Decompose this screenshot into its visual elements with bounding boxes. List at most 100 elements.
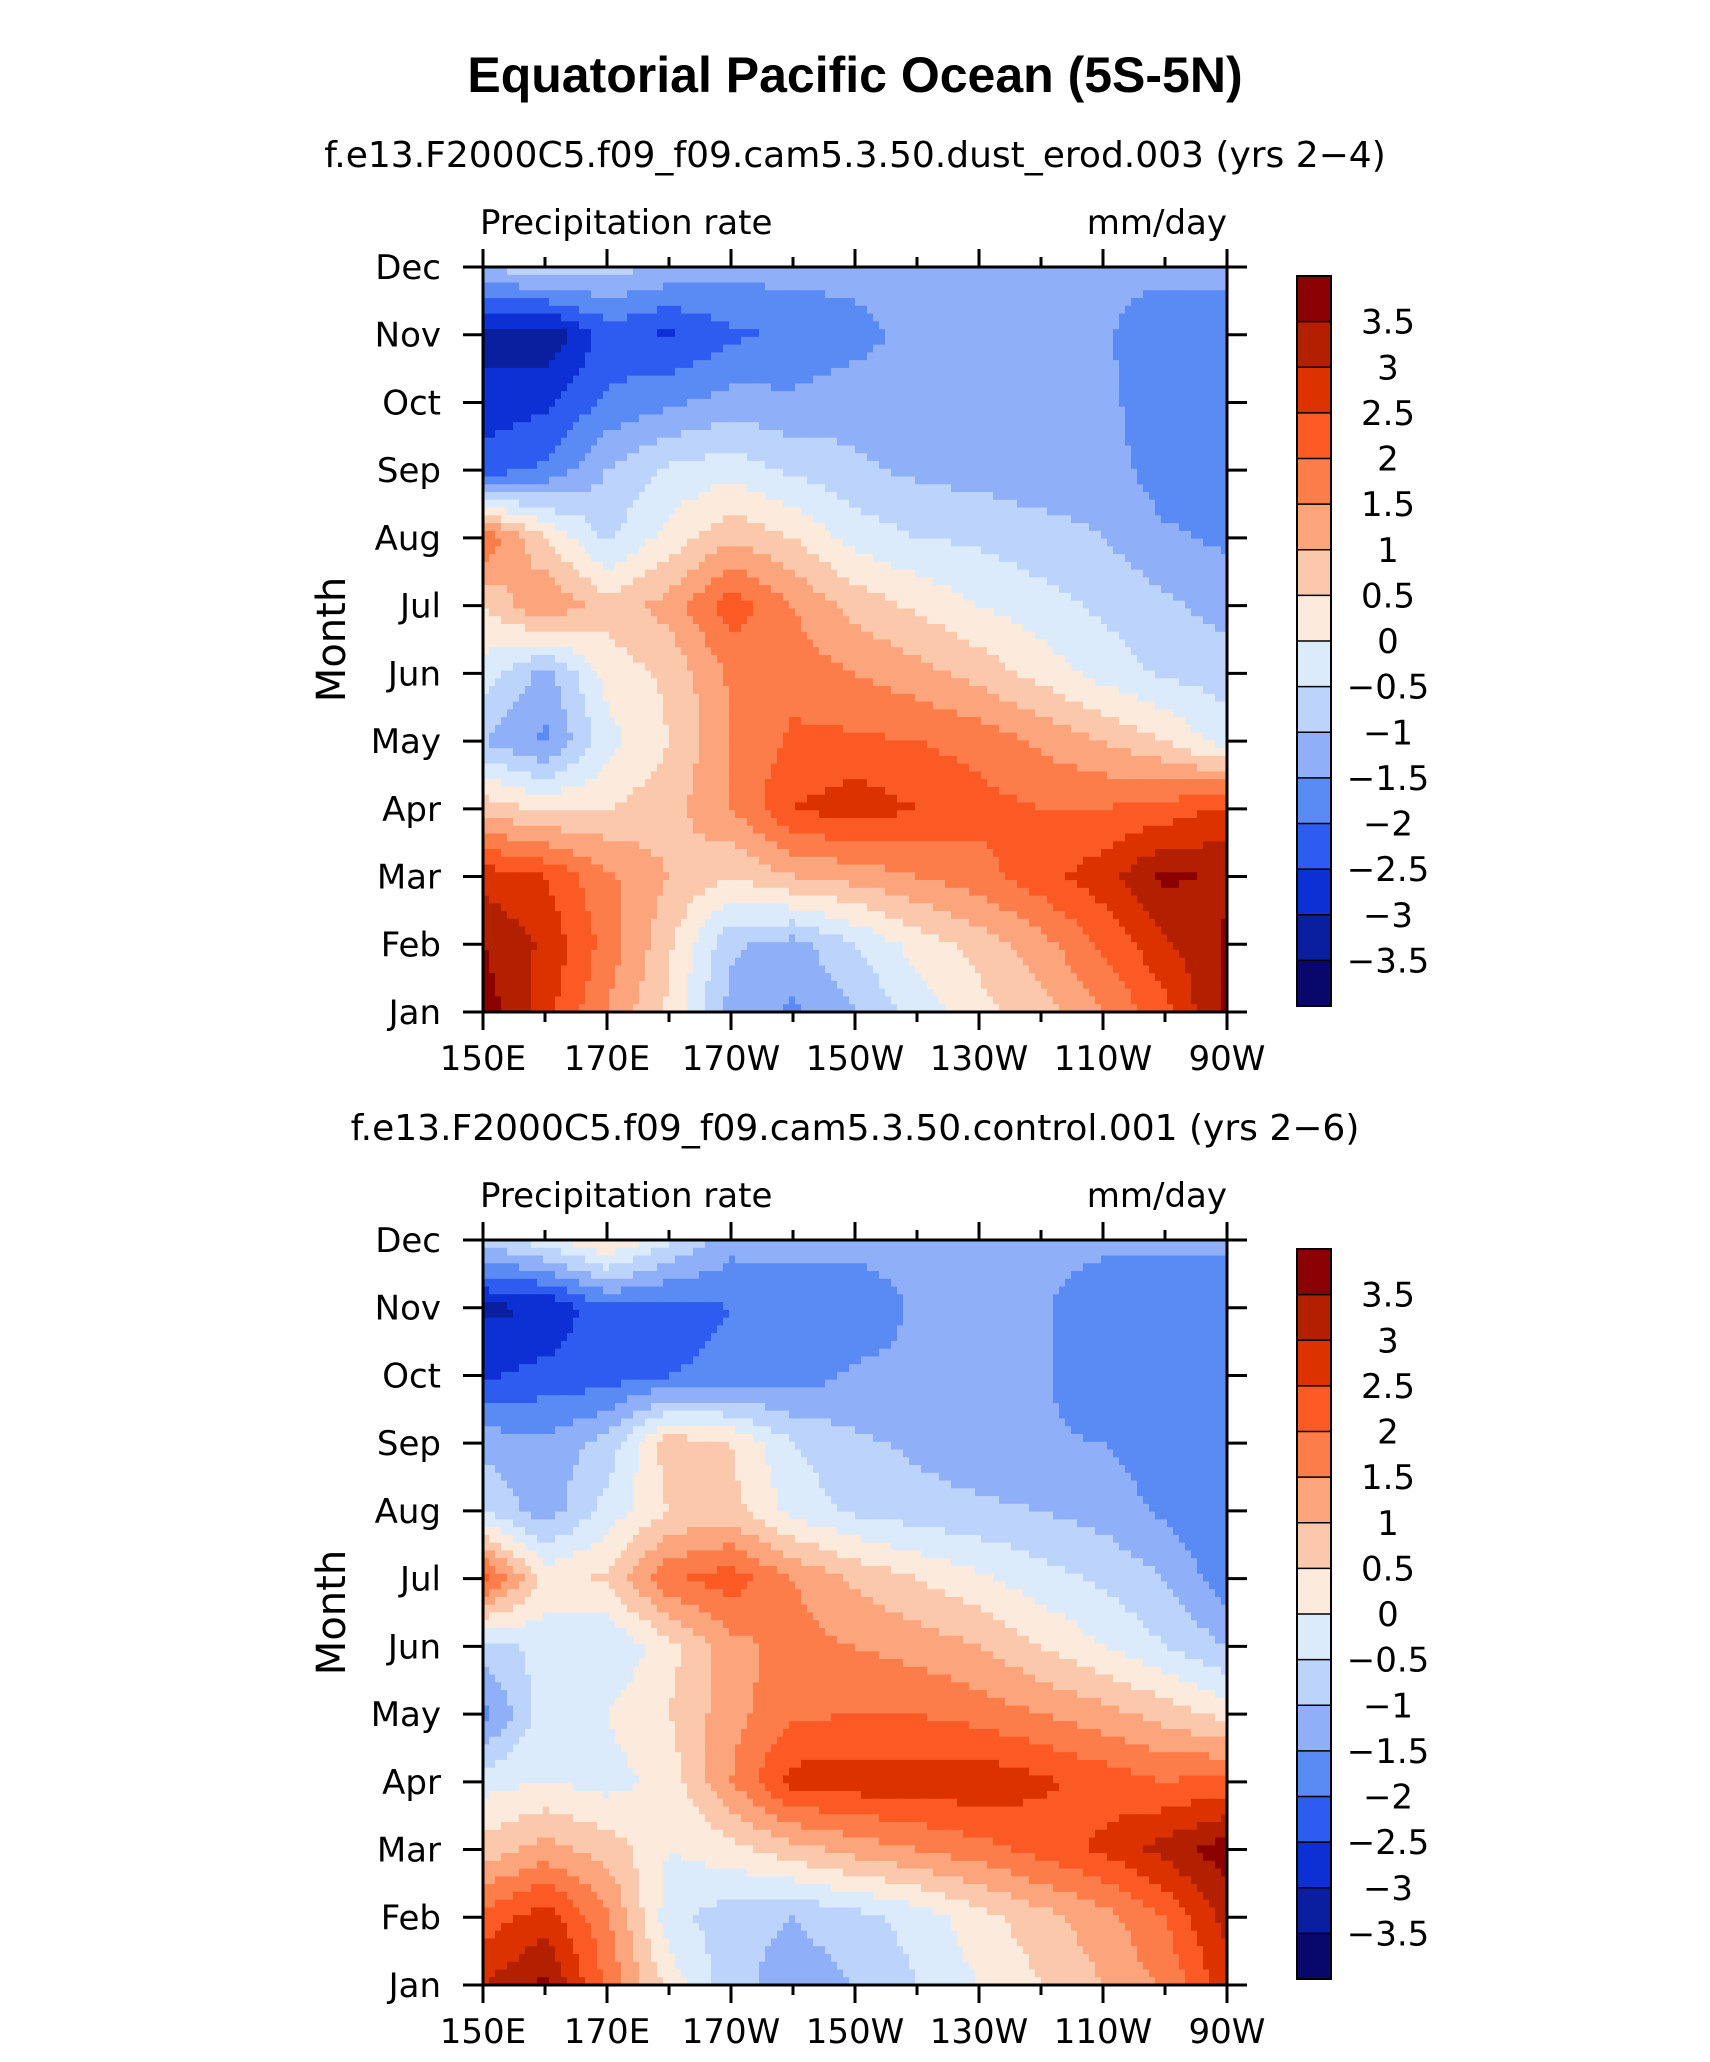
- heatmap-cell: [699, 430, 706, 438]
- heatmap-cell: [549, 539, 556, 547]
- heatmap-cell: [669, 391, 676, 399]
- heatmap-cell: [939, 438, 946, 446]
- heatmap-cell: [927, 376, 934, 384]
- heatmap-cell: [1005, 368, 1012, 376]
- heatmap-cell: [1203, 554, 1210, 562]
- heatmap-cell: [1071, 306, 1078, 314]
- heatmap-cell: [1173, 492, 1180, 500]
- heatmap-cell: [621, 554, 628, 562]
- heatmap-cell: [723, 484, 730, 492]
- heatmap-cell: [975, 414, 982, 422]
- heatmap-cell: [1143, 508, 1150, 516]
- heatmap-cell: [615, 422, 622, 430]
- heatmap-cell: [1143, 500, 1150, 508]
- heatmap-cell: [807, 515, 814, 523]
- heatmap-cell: [633, 562, 640, 570]
- heatmap-cell: [1191, 554, 1198, 562]
- heatmap-cell: [531, 275, 538, 283]
- heatmap-cell: [849, 275, 856, 283]
- heatmap-cell: [651, 399, 658, 407]
- heatmap-cell: [993, 314, 1000, 322]
- heatmap-cell: [1137, 546, 1144, 554]
- heatmap-cell: [1173, 298, 1180, 306]
- heatmap-cell: [1083, 376, 1090, 384]
- heatmap-cell: [1089, 430, 1096, 438]
- heatmap-cell: [693, 376, 700, 384]
- heatmap-cell: [627, 306, 634, 314]
- heatmap-cell: [723, 275, 730, 283]
- heatmap-cell: [933, 329, 940, 337]
- heatmap-cell: [681, 314, 688, 322]
- heatmap-cell: [531, 469, 538, 477]
- heatmap-cell: [639, 329, 646, 337]
- heatmap-cell: [1011, 445, 1018, 453]
- heatmap-cell: [645, 492, 652, 500]
- heatmap-cell: [1095, 407, 1102, 415]
- heatmap-cell: [981, 453, 988, 461]
- heatmap-cell: [969, 422, 976, 430]
- heatmap-cell: [903, 422, 910, 430]
- heatmap-cell: [1191, 508, 1198, 516]
- heatmap-cell: [981, 352, 988, 360]
- heatmap-cell: [837, 407, 844, 415]
- heatmap-cell: [759, 345, 766, 353]
- heatmap-cell: [615, 438, 622, 446]
- heatmap-cell: [633, 469, 640, 477]
- heatmap-cell: [1005, 461, 1012, 469]
- heatmap-cell: [741, 360, 748, 368]
- heatmap-cell: [1089, 438, 1096, 446]
- heatmap-cell: [693, 453, 700, 461]
- heatmap-cell: [1161, 345, 1168, 353]
- heatmap-cell: [801, 329, 808, 337]
- heatmap-cell: [561, 352, 568, 360]
- heatmap-cell: [699, 352, 706, 360]
- heatmap-cell: [981, 383, 988, 391]
- heatmap-cell: [597, 539, 604, 547]
- heatmap-cell: [537, 399, 544, 407]
- heatmap-cell: [1035, 422, 1042, 430]
- heatmap-cell: [837, 453, 844, 461]
- heatmap-cell: [903, 492, 910, 500]
- heatmap-cell: [1047, 570, 1054, 578]
- heatmap-cell: [885, 306, 892, 314]
- heatmap-cell: [567, 345, 574, 353]
- heatmap-cell: [1179, 523, 1186, 531]
- heatmap-cell: [819, 407, 826, 415]
- heatmap-cell: [897, 438, 904, 446]
- heatmap-cell: [1083, 321, 1090, 329]
- heatmap-cell: [963, 407, 970, 415]
- heatmap-cell: [1095, 283, 1102, 291]
- heatmap-cell: [915, 523, 922, 531]
- heatmap-cell: [1059, 321, 1066, 329]
- heatmap-cell: [741, 492, 748, 500]
- heatmap-cell: [561, 368, 568, 376]
- heatmap-cell: [999, 430, 1006, 438]
- heatmap-cell: [951, 399, 958, 407]
- heatmap-cell: [879, 414, 886, 422]
- heatmap-cell: [849, 321, 856, 329]
- heatmap-cell: [717, 383, 724, 391]
- heatmap-cell: [1035, 283, 1042, 291]
- heatmap-cell: [609, 283, 616, 291]
- heatmap-cell: [1029, 290, 1036, 298]
- heatmap-cell: [675, 438, 682, 446]
- heatmap-cell: [597, 321, 604, 329]
- heatmap-cell: [987, 469, 994, 477]
- heatmap-cell: [843, 430, 850, 438]
- heatmap-cell: [585, 492, 592, 500]
- heatmap-cell: [723, 422, 730, 430]
- heatmap-cell: [609, 383, 616, 391]
- heatmap-cell: [861, 570, 868, 578]
- heatmap-cell: [531, 461, 538, 469]
- heatmap-cell: [873, 445, 880, 453]
- heatmap-cell: [615, 469, 622, 477]
- heatmap-cell: [507, 321, 514, 329]
- heatmap-cell: [993, 368, 1000, 376]
- heatmap-cell: [1005, 399, 1012, 407]
- heatmap-cell: [831, 407, 838, 415]
- heatmap-cell: [819, 570, 826, 578]
- heatmap-cell: [783, 477, 790, 485]
- heatmap-cell: [561, 360, 568, 368]
- heatmap-cell: [621, 306, 628, 314]
- heatmap-cell: [567, 477, 574, 485]
